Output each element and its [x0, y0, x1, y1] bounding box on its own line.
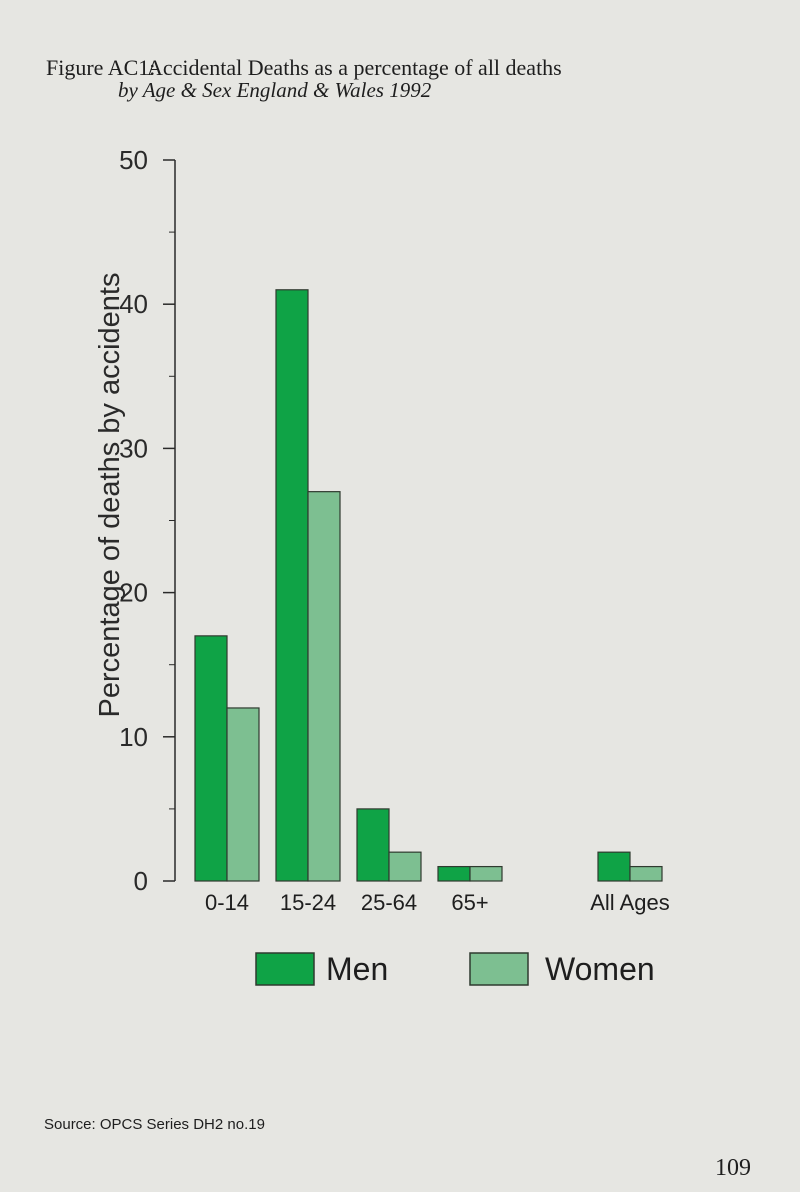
x-category-label: 65+	[451, 890, 488, 915]
women-bar	[226, 707, 260, 882]
legend-label-women: Women	[545, 951, 655, 987]
figure-subtitle: by Age & Sex England & Wales 1992	[118, 78, 432, 102]
women-bar	[388, 851, 422, 882]
legend-swatch-men	[255, 952, 315, 986]
figure-label: Figure AC1:	[46, 55, 156, 80]
y-axis-label: Percentage of deaths by accidents	[94, 273, 126, 718]
y-tick-label: 30	[119, 433, 148, 463]
y-tick-label: 10	[119, 722, 148, 752]
women-bar	[629, 865, 663, 882]
source-note: Source: OPCS Series DH2 no.19	[44, 1116, 265, 1133]
men-bar	[437, 865, 471, 882]
legend-label-men: Men	[326, 951, 388, 987]
x-category-label: 25-64	[361, 890, 417, 915]
x-category-label: All Ages	[590, 890, 670, 915]
x-category-label: 0-14	[205, 890, 249, 915]
page-number: 109	[715, 1155, 751, 1181]
y-tick-label: 20	[119, 578, 148, 608]
women-bar	[469, 865, 503, 882]
men-bar	[356, 808, 390, 882]
women-bar	[307, 491, 341, 882]
y-tick-label: 0	[134, 866, 148, 896]
y-tick-label: 40	[119, 289, 148, 319]
figure-title: Accidental Deaths as a percentage of all…	[147, 55, 562, 80]
men-bar	[275, 289, 309, 882]
men-bar	[194, 635, 228, 882]
men-bar	[597, 851, 631, 882]
x-category-label: 15-24	[280, 890, 336, 915]
y-tick-label: 50	[119, 145, 148, 175]
legend-swatch-women	[469, 952, 529, 986]
